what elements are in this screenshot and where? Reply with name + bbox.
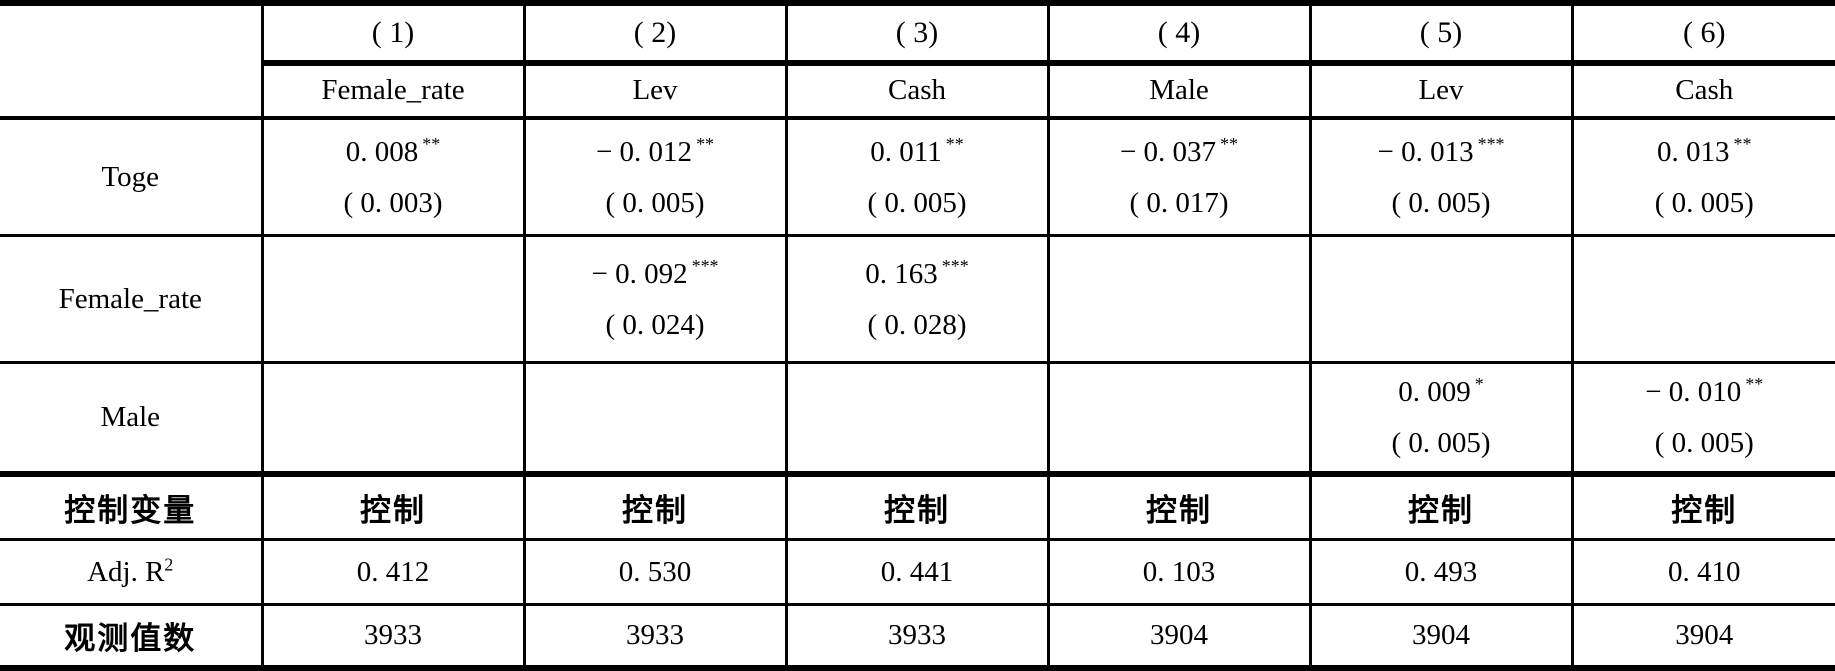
dep-var-female-rate: Female_rate (260, 63, 524, 120)
observations-row: 观测值数 3933 3933 3933 3904 3904 3904 (0, 604, 1835, 668)
significance-stars: * (1474, 374, 1484, 395)
adj-r2-cell: 0. 103 (1046, 539, 1310, 607)
coef-row-male: Male 0. 009 * ( 0. 005) − 0. 010 ** ( 0. 0… (0, 362, 1835, 478)
row-label: Female_rate (0, 235, 262, 364)
coefficient-value: − 0. 092 (591, 257, 688, 290)
coefficient-cell: − 0. 013 *** ( 0. 005) (1308, 117, 1572, 238)
controls-row: 控制变量 控制 控制 控制 控制 控制 控制 (0, 474, 1835, 541)
adj-r2-cell: 0. 493 (1308, 539, 1572, 607)
model-number-3: ( 3) (784, 3, 1048, 67)
empty-cell (1046, 235, 1310, 364)
significance-stars: ** (945, 133, 964, 154)
coefficient-cell: − 0. 092 *** ( 0. 024) (522, 235, 786, 364)
controls-cell: 控制 (1308, 474, 1572, 541)
coefficient-value: 0. 008 (345, 135, 419, 168)
coefficient-value: − 0. 013 (1377, 135, 1474, 168)
coefficient-cell: 0. 008 ** ( 0. 003) (260, 117, 524, 238)
coefficient-cell: 0. 011 ** ( 0. 005) (784, 117, 1048, 238)
controls-cell: 控制 (1570, 474, 1835, 541)
model-number-1: ( 1) (260, 3, 524, 67)
row-label: Toge (0, 117, 262, 238)
dep-var-cash-2: Cash (1570, 63, 1835, 120)
row-label: 观测值数 (64, 621, 197, 657)
coefficient-value: − 0. 012 (595, 135, 693, 168)
empty-cell (522, 362, 786, 478)
controls-cell: 控制 (522, 474, 786, 541)
header-row-model-numbers: ( 1) ( 2) ( 3) ( 4) ( 5) ( 6) (0, 3, 1835, 120)
model-number-6: ( 6) (1570, 3, 1835, 67)
standard-error: ( 0. 017) (1129, 186, 1229, 219)
coefficient-value: 0. 009 (1398, 375, 1471, 408)
dep-var-lev-2: Lev (1308, 63, 1572, 120)
dep-var-male: Male (1046, 63, 1310, 120)
controls-cell: 控制 (1046, 474, 1310, 541)
dep-var-cash-1: Cash (784, 63, 1048, 120)
coef-row-toge: Toge 0. 008 ** ( 0. 003) − 0. 012 ** ( 0. … (0, 117, 1835, 238)
significance-stars: ** (1220, 133, 1239, 154)
coefficient-cell: − 0. 010 ** ( 0. 005) (1570, 362, 1835, 478)
observations-cell: 3933 (522, 604, 786, 668)
dep-var-lev-1: Lev (522, 63, 786, 120)
coef-row-female-rate: Female_rate − 0. 092 *** ( 0. 024) 0. 163… (0, 235, 1835, 364)
model-number-2: ( 2) (522, 3, 786, 67)
standard-error: ( 0. 005) (1391, 186, 1491, 219)
coefficient-cell: 0. 163 *** ( 0. 028) (784, 235, 1048, 364)
coefficient-cell: − 0. 012 ** ( 0. 005) (522, 117, 786, 238)
standard-error: ( 0. 005) (1654, 186, 1754, 219)
coefficient-value: − 0. 010 (1645, 375, 1742, 408)
coefficient-cell: 0. 013 ** ( 0. 005) (1570, 117, 1835, 238)
standard-error: ( 0. 003) (343, 186, 443, 219)
significance-stars: ** (696, 133, 715, 154)
corner-cell (0, 3, 262, 120)
superscript-2: 2 (164, 553, 174, 574)
significance-stars: *** (941, 255, 969, 276)
standard-error: ( 0. 005) (1654, 426, 1754, 459)
observations-cell: 3933 (784, 604, 1048, 668)
empty-cell (260, 362, 524, 478)
controls-cell: 控制 (260, 474, 524, 541)
row-label: 控制变量 (0, 474, 262, 541)
coefficient-cell: − 0. 037 ** ( 0. 017) (1046, 117, 1310, 238)
empty-cell (784, 362, 1048, 478)
significance-stars: ** (1733, 133, 1752, 154)
standard-error: ( 0. 024) (605, 308, 705, 341)
significance-stars: *** (1477, 133, 1505, 154)
significance-stars: ** (1745, 374, 1764, 395)
standard-error: ( 0. 005) (867, 186, 967, 219)
empty-cell (260, 235, 524, 364)
adj-r2-row: Adj. R2 0. 412 0. 530 0. 441 0. 103 0. 4… (0, 539, 1835, 607)
significance-stars: ** (422, 133, 441, 154)
coefficient-value: 0. 013 (1657, 135, 1730, 168)
coefficient-value: 0. 163 (865, 257, 938, 290)
coefficient-value: 0. 011 (870, 135, 942, 168)
adj-r2-cell: 0. 410 (1570, 539, 1835, 607)
observations-cell: 3933 (260, 604, 524, 668)
model-number-5: ( 5) (1308, 3, 1572, 67)
observations-cell: 3904 (1308, 604, 1572, 668)
empty-cell (1308, 235, 1572, 364)
controls-cell: 控制 (784, 474, 1048, 541)
observations-cell: 3904 (1570, 604, 1835, 668)
model-number-4: ( 4) (1046, 3, 1310, 67)
row-label: Male (0, 362, 262, 478)
standard-error: ( 0. 028) (867, 308, 967, 341)
standard-error: ( 0. 005) (1391, 426, 1491, 459)
row-label: Adj. R2 (0, 539, 262, 607)
coefficient-value: − 0. 037 (1119, 135, 1217, 168)
adj-r2-cell: 0. 412 (260, 539, 524, 607)
empty-cell (1570, 235, 1835, 364)
header-row-dependent-variables: Female_rate Lev Cash Male Lev Cash (0, 63, 1835, 120)
standard-error: ( 0. 005) (605, 186, 705, 219)
adj-r2-cell: 0. 441 (784, 539, 1048, 607)
coefficient-cell: 0. 009 * ( 0. 005) (1308, 362, 1572, 478)
adj-r2-cell: 0. 530 (522, 539, 786, 607)
significance-stars: *** (691, 255, 719, 276)
observations-cell: 3904 (1046, 604, 1310, 668)
empty-cell (1046, 362, 1310, 478)
